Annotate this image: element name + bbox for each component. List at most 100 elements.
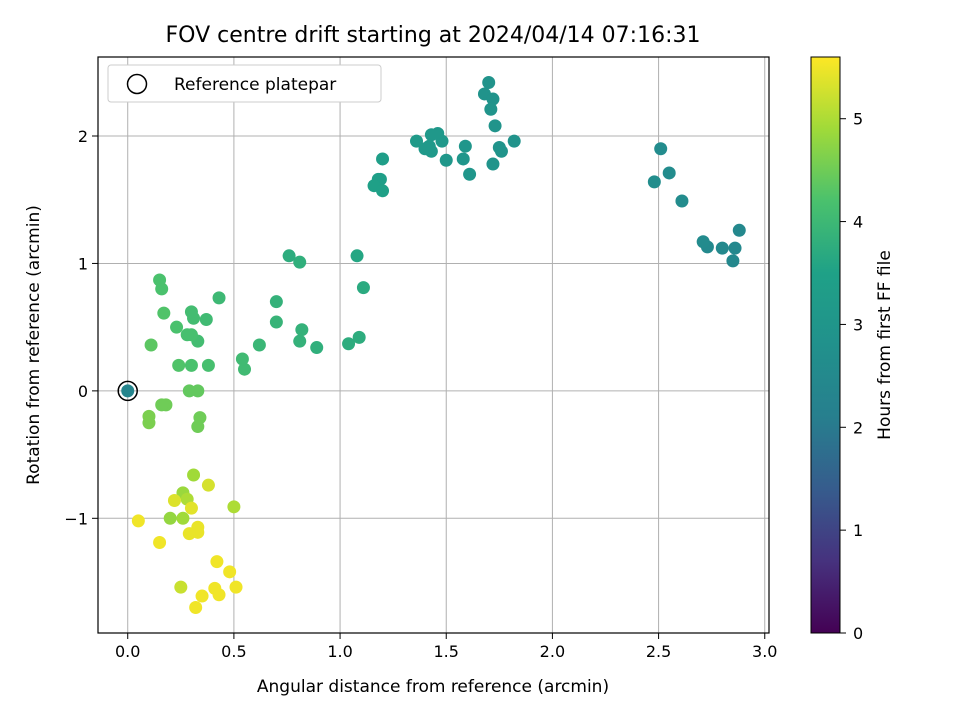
x-axis-ticks: 0.0 0.5 1.0 1.5 2.0 2.5 3.0 (115, 633, 777, 661)
data-point (184, 501, 198, 515)
data-point (227, 500, 241, 514)
colorbar-label: Hours from first FF file (875, 250, 895, 440)
data-point (424, 144, 438, 158)
data-point (352, 330, 366, 344)
data-point (675, 194, 689, 208)
data-point (295, 323, 309, 337)
data-point (167, 493, 181, 507)
x-tick-label: 1.5 (434, 642, 459, 661)
x-tick-label: 1.0 (327, 642, 352, 661)
colorbar-tick-label: 1 (853, 521, 863, 540)
data-point (269, 315, 283, 329)
data-point (486, 92, 500, 106)
y-tick-label: −1 (64, 509, 88, 528)
data-point (732, 223, 746, 237)
y-tick-label: 1 (78, 254, 88, 273)
data-point (176, 511, 190, 525)
data-point (350, 249, 364, 263)
data-point (376, 184, 390, 198)
data-point (376, 152, 390, 166)
data-point (310, 341, 324, 355)
data-point (507, 134, 521, 148)
data-point (486, 157, 500, 171)
data-point (144, 338, 158, 352)
colorbar-ticks: 0 1 2 3 4 5 (840, 110, 863, 643)
data-point (223, 565, 237, 579)
colorbar-tick-label: 5 (853, 110, 863, 129)
data-point (201, 478, 215, 492)
data-point (184, 358, 198, 372)
y-tick-label: 0 (78, 382, 88, 401)
data-point (184, 305, 198, 319)
data-point (293, 255, 307, 269)
data-point (229, 580, 243, 594)
x-tick-label: 0.5 (221, 642, 246, 661)
data-point (282, 249, 296, 263)
x-tick-label: 3.0 (752, 642, 777, 661)
colorbar-tick-label: 4 (853, 213, 863, 232)
data-point (293, 334, 307, 348)
data-point (463, 167, 477, 181)
colorbar: 0 1 2 3 4 5 Hours from first FF file (810, 56, 895, 643)
x-tick-label: 2.0 (540, 642, 565, 661)
y-tick-label: 2 (78, 127, 88, 146)
reference-marker (117, 380, 138, 402)
data-point (163, 511, 177, 525)
x-tick-label: 0.0 (115, 642, 140, 661)
data-point (187, 468, 201, 482)
data-point (212, 588, 226, 602)
data-point (212, 291, 226, 305)
data-point (647, 175, 661, 189)
data-point (201, 358, 215, 372)
data-point (494, 144, 508, 158)
data-point (153, 536, 167, 550)
data-point (199, 313, 213, 327)
data-point (191, 420, 205, 434)
data-point (424, 128, 438, 142)
data-point (484, 102, 498, 116)
legend: Reference platepar (107, 64, 382, 103)
plot-frame (97, 56, 770, 634)
legend-box (107, 64, 382, 103)
data-point (662, 166, 676, 180)
data-point (142, 416, 156, 430)
data-point (488, 119, 502, 133)
data-point (439, 153, 453, 167)
colorbar-tick-label: 0 (853, 624, 863, 643)
data-point (195, 589, 209, 603)
data-point (726, 254, 740, 268)
data-point (191, 384, 205, 398)
data-point (696, 235, 710, 249)
colorbar-gradient (810, 56, 841, 634)
data-point (356, 281, 370, 295)
data-point (342, 337, 356, 351)
data-point (174, 580, 188, 594)
data-point (170, 320, 184, 334)
x-axis-label: Angular distance from reference (arcmin) (257, 677, 609, 697)
colorbar-tick-label: 2 (853, 418, 863, 437)
data-point (238, 362, 252, 376)
data-point (210, 555, 224, 569)
data-point (153, 273, 167, 287)
data-point (155, 398, 169, 412)
y-axis-label: Rotation from reference (arcmin) (24, 205, 44, 485)
data-point (458, 139, 472, 153)
data-point (728, 241, 742, 255)
y-axis-ticks: −1 0 1 2 (64, 127, 98, 528)
data-point (180, 328, 194, 342)
data-point (252, 338, 266, 352)
data-point (269, 295, 283, 309)
data-point (235, 352, 249, 366)
x-tick-label: 2.5 (646, 642, 671, 661)
data-point (715, 241, 729, 255)
data-points (117, 75, 746, 615)
data-point (172, 358, 186, 372)
legend-marker (126, 73, 148, 95)
data-point (121, 384, 135, 398)
data-point (182, 527, 196, 541)
data-point (410, 134, 424, 148)
data-point (131, 514, 145, 528)
colorbar-tick-label: 3 (853, 315, 863, 334)
data-point (482, 75, 496, 89)
